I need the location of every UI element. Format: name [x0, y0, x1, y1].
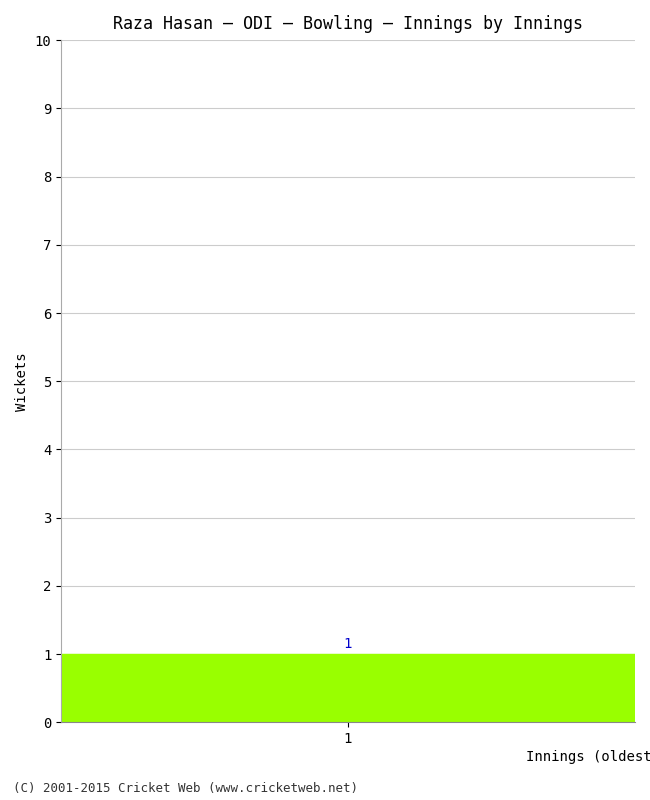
- Title: Raza Hasan – ODI – Bowling – Innings by Innings: Raza Hasan – ODI – Bowling – Innings by …: [112, 15, 583, 33]
- X-axis label: Innings (oldest to newest): Innings (oldest to newest): [526, 750, 650, 764]
- Text: 1: 1: [344, 637, 352, 650]
- Bar: [61, 654, 634, 722]
- Text: (C) 2001-2015 Cricket Web (www.cricketweb.net): (C) 2001-2015 Cricket Web (www.cricketwe…: [13, 782, 358, 795]
- Y-axis label: Wickets: Wickets: [15, 352, 29, 410]
